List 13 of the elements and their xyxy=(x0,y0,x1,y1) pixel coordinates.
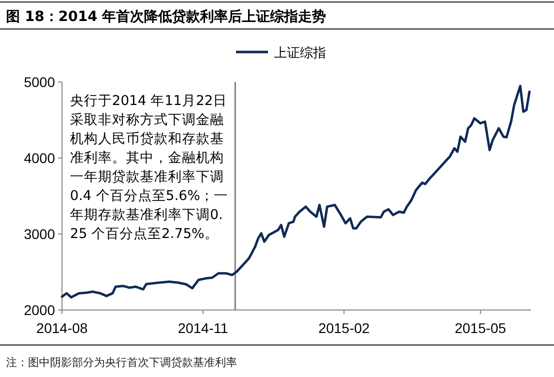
annotation: 央行于2014 年11月22日采取非对称方式下调金融机构人民币贷款和存款基准利率。其中，金融机构一年期贷款基准利率下调0.4 个百分点至5.6%；一年期存款基准利率下调0.25 个百分点至2.75%。 xyxy=(70,92,230,244)
x-tick-label: 2014-08 xyxy=(36,320,88,336)
y-tick-label: 3000 xyxy=(24,226,56,242)
y-tick-label: 4000 xyxy=(24,150,56,166)
x-tick-label: 2015-02 xyxy=(318,320,370,336)
line-series xyxy=(60,84,531,299)
text: 注：图中阴影部分为央行首次下调贷款基准利率 xyxy=(6,356,237,369)
x-tick-label: 2015-05 xyxy=(454,320,506,336)
x-tick-label: 2014-11 xyxy=(178,320,228,336)
y-tick-label: 2000 xyxy=(24,302,56,318)
y-tick-label: 5000 xyxy=(24,74,56,90)
chart-title: 图 18：2014 年首次降低贷款利率后上证综指走势 xyxy=(6,8,326,25)
legend-label: 上证综指 xyxy=(274,46,326,61)
